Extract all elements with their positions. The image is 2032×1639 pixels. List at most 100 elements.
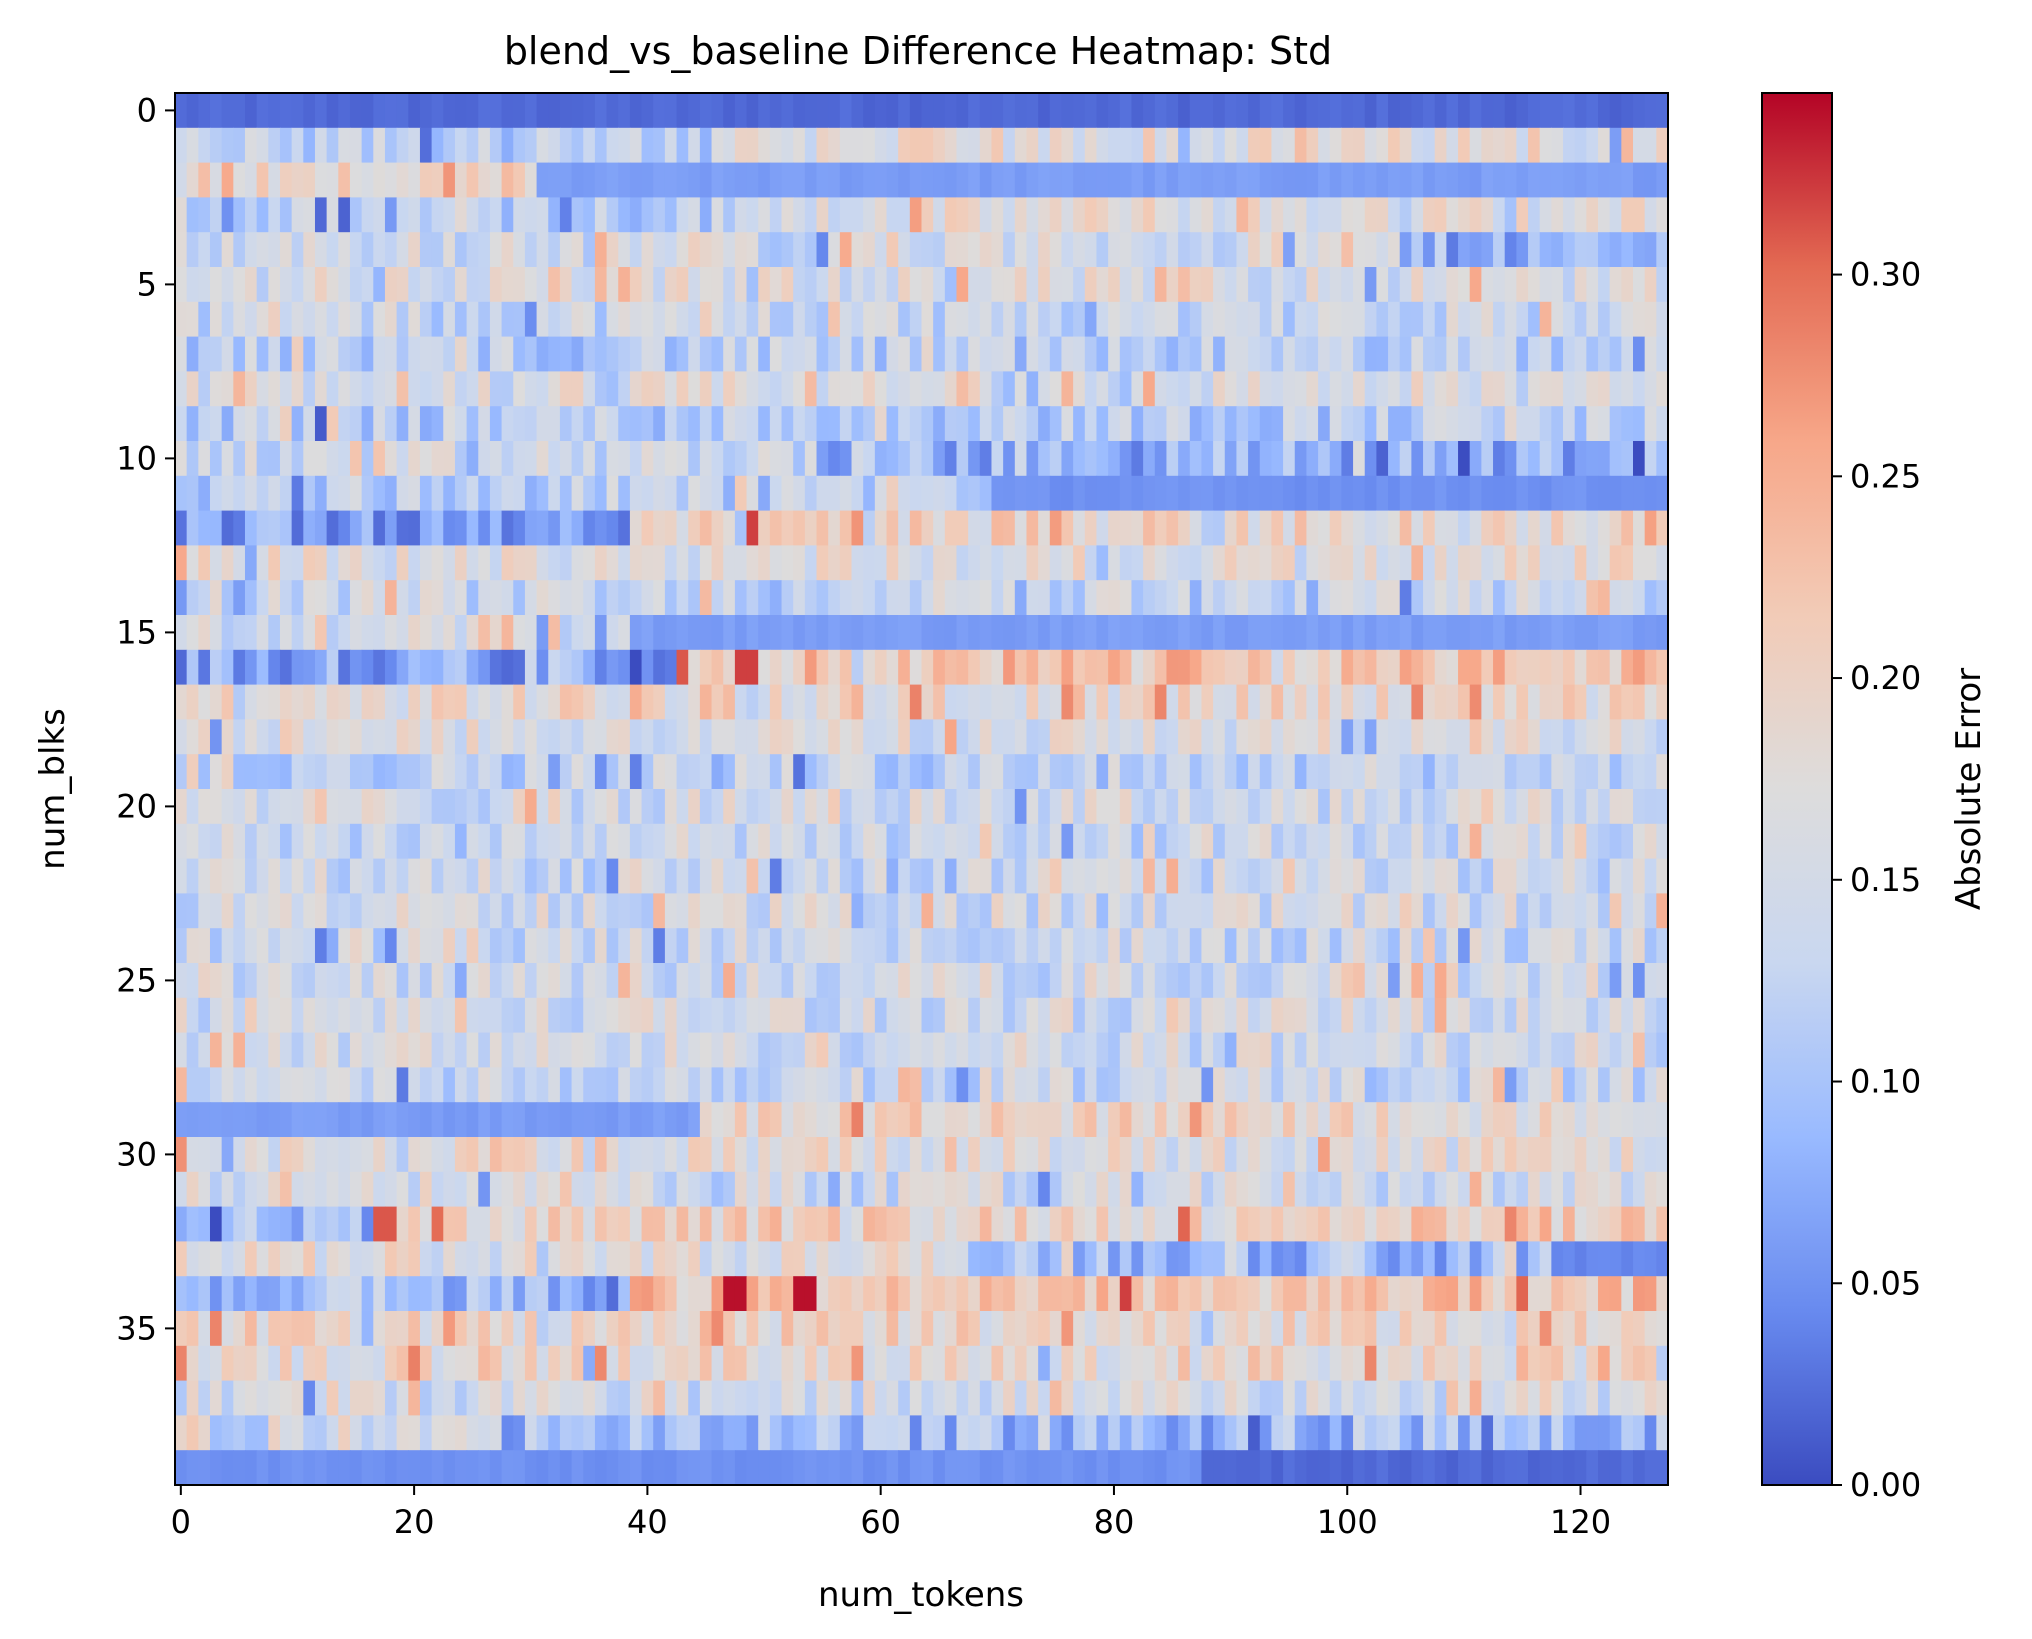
heatmap-cell: [1003, 893, 1016, 929]
heatmap-cell: [489, 232, 503, 268]
heatmap-cell: [944, 475, 958, 512]
heatmap-cell: [1108, 93, 1121, 129]
heatmap-cell: [1119, 1032, 1133, 1068]
heatmap-cell: [536, 684, 549, 720]
heatmap-cell: [431, 1171, 444, 1208]
heatmap-cell: [769, 1206, 783, 1242]
heatmap-cell: [1551, 93, 1564, 129]
heatmap-cell: [1166, 963, 1179, 999]
heatmap-cell: [559, 1241, 573, 1277]
heatmap-cell: [828, 754, 841, 790]
heatmap-cell: [233, 1415, 246, 1451]
heatmap-cell: [1493, 1380, 1506, 1416]
heatmap-cell: [1399, 1171, 1412, 1208]
heatmap-cell: [256, 858, 269, 894]
heatmap-cell: [466, 545, 479, 581]
heatmap-cell: [1644, 1067, 1657, 1103]
heatmap-cell: [909, 545, 923, 581]
heatmap-cell: [979, 545, 993, 581]
heatmap-cell: [1119, 545, 1133, 581]
heatmap-cell: [956, 858, 969, 894]
heatmap-cell: [653, 1067, 666, 1103]
heatmap-cell: [641, 684, 654, 720]
heatmap-cell: [454, 93, 468, 129]
heatmap-cell: [839, 371, 853, 407]
heatmap-cell: [968, 406, 981, 442]
heatmap-cell: [1189, 1311, 1203, 1347]
heatmap-cell: [489, 1241, 503, 1277]
heatmap-cell: [583, 963, 596, 999]
heatmap-cell: [1411, 441, 1424, 477]
heatmap-cell: [244, 754, 258, 790]
heatmap-cell: [1364, 1032, 1377, 1068]
heatmap-cell: [198, 649, 211, 686]
heatmap-cell: [361, 267, 374, 303]
heatmap-cell: [676, 649, 689, 686]
heatmap-cell: [1504, 997, 1517, 1034]
heatmap-cell: [909, 371, 923, 407]
heatmap-cell: [734, 93, 748, 129]
heatmap-cell: [804, 1241, 818, 1277]
heatmap-cell: [1551, 441, 1564, 477]
heatmap-cell: [536, 1137, 549, 1173]
heatmap-cell: [874, 93, 888, 129]
heatmap-cell: [431, 197, 444, 233]
heatmap-cell: [536, 545, 549, 581]
heatmap-cell: [1598, 441, 1611, 477]
heatmap-cell: [956, 1206, 969, 1242]
heatmap-cell: [1178, 754, 1191, 790]
heatmap-cell: [209, 1415, 223, 1451]
heatmap-cell: [863, 1137, 876, 1173]
heatmap-cell: [944, 1415, 958, 1451]
heatmap-cell: [1096, 649, 1109, 686]
heatmap-cell: [478, 1171, 491, 1208]
heatmap-cell: [1178, 162, 1191, 198]
heatmap-cell: [1189, 1380, 1203, 1416]
heatmap-cell: [606, 1137, 619, 1173]
heatmap-cell: [1341, 510, 1354, 546]
heatmap-cell: [513, 441, 526, 477]
heatmap-cell: [186, 789, 199, 825]
heatmap-cell: [1119, 1345, 1133, 1382]
heatmap-cell: [1213, 545, 1226, 581]
heatmap-cell: [863, 510, 876, 546]
heatmap-cell: [758, 963, 771, 999]
heatmap-cell: [244, 858, 258, 894]
heatmap-cell: [489, 997, 503, 1034]
heatmap-cell: [1026, 1137, 1039, 1173]
heatmap-cell: [478, 719, 491, 755]
heatmap-cell: [349, 649, 363, 686]
heatmap-cell: [933, 1345, 946, 1382]
heatmap-cell: [268, 719, 281, 755]
heatmap-cell: [489, 510, 503, 546]
heatmap-cell: [1096, 1032, 1109, 1068]
heatmap-cell: [1178, 1206, 1191, 1242]
heatmap-cell: [1224, 928, 1238, 964]
heatmap-cell: [536, 197, 549, 233]
heatmap-cell: [839, 475, 853, 512]
heatmap-cell: [641, 475, 654, 512]
heatmap-cell: [175, 893, 188, 929]
heatmap-cell: [268, 615, 281, 651]
heatmap-cell: [1388, 789, 1401, 825]
heatmap-cell: [618, 1311, 631, 1347]
heatmap-cell: [1294, 197, 1308, 233]
heatmap-cell: [676, 1276, 689, 1312]
heatmap-cell: [1294, 232, 1308, 268]
heatmap-cell: [979, 1137, 993, 1173]
heatmap-cell: [221, 336, 234, 372]
heatmap-cell: [874, 510, 888, 546]
heatmap-cell: [1353, 1241, 1366, 1277]
heatmap-cell: [314, 232, 328, 268]
heatmap-cell: [559, 267, 573, 303]
heatmap-cell: [501, 649, 514, 686]
heatmap-cell: [198, 406, 211, 442]
heatmap-cell: [221, 93, 234, 129]
heatmap-cell: [1213, 893, 1226, 929]
heatmap-cell: [209, 406, 223, 442]
heatmap-cell: [1481, 267, 1494, 303]
heatmap-cell: [1656, 997, 1669, 1034]
heatmap-cell: [1108, 1241, 1121, 1277]
heatmap-cell: [548, 1241, 561, 1277]
heatmap-cell: [594, 719, 608, 755]
